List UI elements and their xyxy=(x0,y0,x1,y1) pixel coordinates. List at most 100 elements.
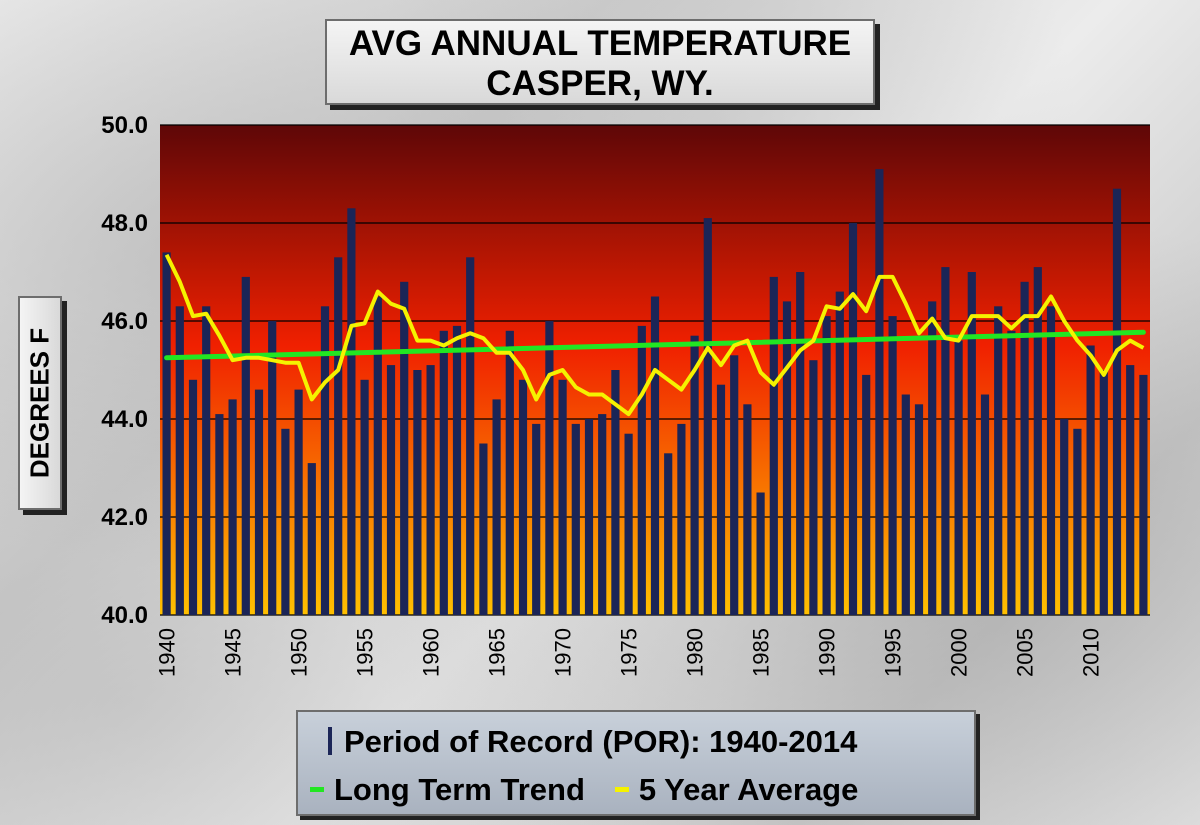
chart-title-line2: CASPER, WY. xyxy=(486,64,714,103)
bar-1940 xyxy=(162,252,171,615)
bar-1957 xyxy=(386,365,396,615)
bar-1978 xyxy=(664,453,673,615)
bar-2014 xyxy=(1139,374,1148,615)
x-tick-label: 1940 xyxy=(155,628,180,677)
bar-1984 xyxy=(743,404,752,615)
y-axis-label-box: DEGREES F xyxy=(18,296,62,510)
y-axis-tick-labels: 40.0 42.0 44.0 46.0 48.0 50.0 xyxy=(101,112,148,629)
bar-1941 xyxy=(175,306,184,615)
legend: Period of Record (POR): 1940-2014 Long T… xyxy=(296,710,976,816)
bar-1949 xyxy=(281,428,290,615)
bar-2012 xyxy=(1112,188,1122,615)
bar-1972 xyxy=(584,419,594,615)
bar-1946 xyxy=(241,276,250,615)
bar-1994 xyxy=(875,169,884,615)
bar-1962 xyxy=(452,325,462,615)
legend-avg-swatch xyxy=(614,787,629,792)
bar-1944 xyxy=(215,414,224,615)
bar-1981 xyxy=(703,218,712,615)
bar-1959 xyxy=(413,370,422,615)
bar-1985 xyxy=(756,492,765,615)
y-tick-label: 48.0 xyxy=(101,210,148,237)
five-year-average-line xyxy=(164,253,1145,417)
x-tick-label: 2005 xyxy=(1013,628,1038,677)
legend-item-bars: Period of Record (POR): 1940-2014 xyxy=(328,722,857,762)
bar-1979 xyxy=(677,423,686,615)
y-tick-label: 42.0 xyxy=(101,504,148,531)
bar-1970 xyxy=(558,379,567,615)
bar-2009 xyxy=(1073,428,1082,615)
legend-trend-label: Long Term Trend xyxy=(334,772,585,807)
x-tick-label: 1980 xyxy=(683,628,708,677)
bar-1942 xyxy=(188,379,198,615)
bar-1998 xyxy=(928,301,937,615)
bar-1958 xyxy=(400,281,409,615)
bar-1952 xyxy=(320,306,330,615)
bar-1974 xyxy=(611,370,620,615)
legend-bars-label: Period of Record (POR): 1940-2014 xyxy=(344,724,858,759)
bar-1989 xyxy=(809,360,818,615)
bar-1967 xyxy=(518,379,528,615)
bar-1948 xyxy=(268,321,277,615)
bar-2011 xyxy=(1099,370,1108,615)
y-tick-label: 46.0 xyxy=(101,308,148,335)
bar-2013 xyxy=(1126,365,1135,615)
x-tick-label: 2010 xyxy=(1079,628,1104,677)
bar-1960 xyxy=(426,365,435,615)
x-tick-label: 1955 xyxy=(353,628,378,677)
bar-1943 xyxy=(202,306,211,615)
x-tick-label: 2000 xyxy=(947,628,972,677)
bar-1996 xyxy=(901,394,910,615)
chart-title-line1: AVG ANNUAL TEMPERATURE xyxy=(348,24,852,63)
bar-1987 xyxy=(782,301,792,615)
bar-1990 xyxy=(822,316,831,615)
bar-1980 xyxy=(690,335,699,615)
bar-1951 xyxy=(307,463,316,615)
bar-1983 xyxy=(730,355,739,615)
bar-1955 xyxy=(360,379,369,615)
line-series xyxy=(164,253,1146,417)
x-tick-label: 1945 xyxy=(221,628,246,677)
long-term-trend-line xyxy=(164,329,1146,361)
bar-1976 xyxy=(637,325,646,615)
bar-1995 xyxy=(888,316,897,615)
bar-1969 xyxy=(545,321,554,615)
bar-2000 xyxy=(954,340,963,615)
x-tick-label: 1960 xyxy=(419,628,444,677)
bar-2003 xyxy=(994,306,1003,615)
bar-1953 xyxy=(334,257,343,615)
bar-2010 xyxy=(1086,345,1095,615)
bar-2004 xyxy=(1007,330,1016,615)
bar-1986 xyxy=(769,276,778,615)
x-tick-label: 1970 xyxy=(551,628,576,677)
bar-2001 xyxy=(967,272,976,615)
bar-1950 xyxy=(294,389,303,615)
x-tick-label: 1950 xyxy=(287,628,312,677)
bar-series xyxy=(162,169,1148,616)
x-axis-tick-labels: 1940 1945 1950 1955 1960 1965 1970 1975 1980 1985… xyxy=(155,628,1104,677)
bar-1977 xyxy=(650,296,660,615)
bar-1964 xyxy=(479,443,488,615)
bar-1965 xyxy=(492,399,501,615)
x-tick-label: 1990 xyxy=(815,628,840,677)
bar-1947 xyxy=(254,389,264,615)
y-tick-label: 40.0 xyxy=(101,602,148,629)
bar-1992 xyxy=(848,223,858,615)
bar-1982 xyxy=(716,384,726,615)
bar-1971 xyxy=(571,423,580,615)
bar-2008 xyxy=(1060,419,1069,615)
bar-2006 xyxy=(1033,267,1042,615)
x-tick-label: 1975 xyxy=(617,628,642,677)
bar-2002 xyxy=(980,394,990,615)
bar-2007 xyxy=(1046,306,1056,615)
bar-1975 xyxy=(624,433,633,615)
bar-1973 xyxy=(598,414,607,615)
bar-1945 xyxy=(228,399,237,615)
y-tick-label: 44.0 xyxy=(101,406,148,433)
bar-1968 xyxy=(532,423,541,615)
x-tick-label: 1995 xyxy=(881,628,906,677)
bar-1961 xyxy=(439,330,448,615)
bar-1966 xyxy=(505,330,514,615)
bar-1988 xyxy=(796,272,805,615)
